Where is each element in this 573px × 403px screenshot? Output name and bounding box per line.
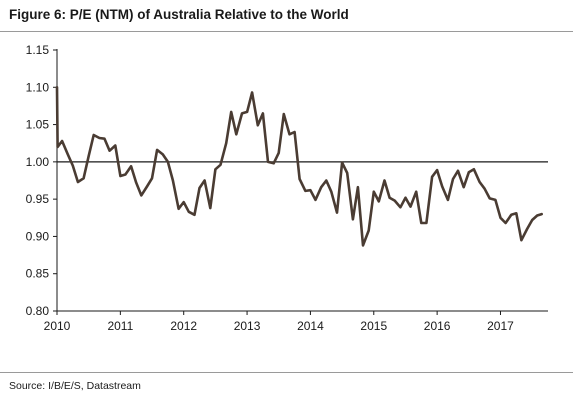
x-tick-label: 2015 <box>360 319 387 333</box>
x-tick-label: 2010 <box>44 319 71 333</box>
source-note: Source: I/B/E/S, Datastream <box>9 380 141 392</box>
bottom-rule <box>0 372 573 373</box>
y-tick-label: 1.05 <box>26 118 50 132</box>
y-tick-label: 1.10 <box>26 80 50 94</box>
x-tick-label: 2013 <box>234 319 261 333</box>
figure-title: Figure 6: P/E (NTM) of Australia Relativ… <box>9 7 349 22</box>
x-tick-label: 2011 <box>107 319 133 333</box>
x-tick-label: 2016 <box>424 319 451 333</box>
y-tick-label: 0.95 <box>26 192 50 206</box>
y-tick-label: 1.15 <box>26 43 50 57</box>
series-line <box>55 86 543 247</box>
y-tick-label: 0.80 <box>26 304 50 318</box>
y-tick-label: 0.85 <box>26 267 50 281</box>
top-rule <box>0 31 573 32</box>
y-tick-label: 1.00 <box>26 155 50 169</box>
x-tick-label: 2012 <box>170 319 197 333</box>
x-tick-label: 2014 <box>297 319 324 333</box>
x-tick-label: 2017 <box>487 319 514 333</box>
y-tick-label: 0.90 <box>26 229 50 243</box>
